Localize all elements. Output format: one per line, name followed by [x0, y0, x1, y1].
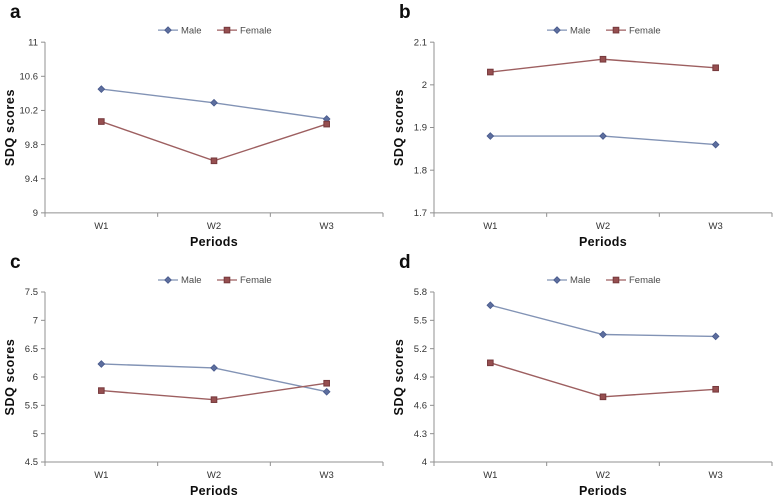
x-axis-title: Periods [579, 235, 627, 249]
male-point-w1 [486, 301, 495, 310]
y-tick-label: 6 [33, 372, 38, 383]
male-point-w1 [486, 132, 495, 140]
legend-male-marker-icon [553, 26, 561, 35]
legend-female-label: Female [240, 275, 272, 286]
y-tick-label: 7.5 [25, 287, 38, 298]
panel-c: c 4.5 5 5.5 6 6.5 7 7.5 W1 W2 W3 Periods SDQ scores… [0, 250, 389, 499]
legend-female-marker-icon [612, 276, 620, 284]
x-tick-label: W2 [207, 470, 221, 481]
male-point-w1 [97, 360, 106, 368]
x-tick-label: W1 [483, 470, 497, 481]
chart-c: 4.5 5 5.5 6 6.5 7 7.5 W1 W2 W3 Periods SDQ scores Ma… [3, 275, 384, 498]
y-tick-label: 5.8 [414, 287, 427, 298]
legend-female-label: Female [629, 275, 661, 286]
y-tick-label: 1.8 [414, 165, 427, 176]
legend-male-label: Male [181, 25, 202, 36]
y-tick-label: 9.4 [25, 174, 38, 185]
legend-female-marker-icon [223, 276, 231, 284]
y-axis-title: SDQ scores [392, 89, 406, 166]
male-point-w3 [322, 387, 331, 396]
y-axis-title: SDQ scores [392, 339, 406, 416]
legend-female-label: Female [629, 25, 661, 36]
y-tick-label: 9.8 [25, 140, 38, 151]
y-tick-label: 5.2 [414, 344, 427, 355]
y-tick-label: 10.2 [20, 106, 38, 117]
x-tick-label: W2 [596, 470, 610, 481]
panel-letter-d: d [399, 252, 411, 273]
y-tick-label: 4.5 [25, 457, 38, 468]
female-point-w1 [98, 118, 105, 125]
panel-letter-a: a [10, 2, 21, 23]
chart-d: 4 4.3 4.6 4.9 5.2 5.5 5.8 W1 W2 W3 Periods SDQ scor… [392, 275, 773, 498]
female-point-w2 [599, 393, 607, 401]
y-tick-label: 6.5 [25, 344, 38, 355]
x-axis-title: Periods [579, 484, 627, 498]
y-tick-label: 4.9 [414, 372, 427, 383]
x-tick-label: W3 [709, 221, 723, 232]
x-axis-title: Periods [190, 235, 238, 249]
female-point-w2 [210, 396, 218, 403]
y-tick-label: 4.3 [414, 429, 427, 440]
female-point-w1 [487, 359, 494, 367]
y-tick-label: 10.6 [20, 72, 38, 83]
male-point-w1 [97, 85, 106, 93]
female-point-w3 [712, 385, 719, 393]
x-tick-label: W3 [320, 470, 334, 481]
female-series-line [101, 120, 327, 162]
y-axis-title: SDQ scores [3, 89, 17, 166]
y-tick-label: 9 [33, 208, 38, 219]
male-point-w2 [599, 330, 607, 339]
male-point-w2 [210, 364, 218, 372]
legend-female-marker-icon [612, 26, 620, 34]
legend-female-marker-icon [223, 26, 231, 34]
female-point-w1 [98, 387, 105, 394]
x-axis-title: Periods [190, 484, 238, 498]
x-tick-label: W3 [320, 221, 334, 232]
x-tick-label: W1 [483, 221, 497, 232]
x-tick-label: W2 [207, 221, 221, 232]
y-tick-label: 7 [33, 316, 38, 327]
legend-male-label: Male [181, 275, 202, 286]
y-tick-label: 11 [28, 37, 38, 48]
chart-b: 1.7 1.8 1.9 2 2.1 W1 W2 W3 Periods SDQ scores Male… [392, 25, 773, 249]
y-tick-label: 5.5 [414, 316, 427, 327]
panel-a: a 9 9.4 9.8 10.2 10.6 11 W1 W2 W3 Periods SDQ scor… [0, 0, 389, 250]
panel-letter-c: c [10, 252, 21, 273]
legend-male-label: Male [570, 25, 591, 36]
x-tick-label: W3 [709, 470, 723, 481]
y-tick-label: 2 [422, 80, 427, 91]
female-point-w3 [323, 379, 330, 387]
x-tick-label: W1 [94, 470, 108, 481]
female-point-w2 [210, 157, 218, 165]
y-tick-label: 5 [33, 429, 38, 440]
male-point-w3 [711, 332, 720, 341]
y-tick-label: 4.6 [414, 401, 427, 412]
legend-male-label: Male [570, 275, 591, 286]
chart-a: 9 9.4 9.8 10.2 10.6 11 W1 W2 W3 Periods SDQ scores… [3, 25, 384, 249]
female-point-w2 [599, 55, 607, 63]
panel-b: b 1.7 1.8 1.9 2 2.1 W1 W2 W3 Periods SDQ scores Ma… [389, 0, 778, 250]
y-tick-label: 5.5 [25, 401, 38, 412]
y-tick-label: 1.7 [414, 208, 427, 219]
panel-letter-b: b [399, 2, 411, 23]
female-point-w1 [487, 68, 494, 76]
y-axis-title: SDQ scores [3, 339, 17, 416]
legend-female-label: Female [240, 25, 272, 36]
y-tick-label: 1.9 [414, 123, 427, 134]
male-point-w2 [599, 132, 607, 140]
x-tick-label: W1 [94, 221, 108, 232]
female-series-line [490, 362, 716, 398]
y-tick-label: 4 [422, 457, 427, 468]
female-point-w3 [323, 120, 330, 128]
legend-male-marker-icon [164, 276, 172, 284]
y-tick-label: 2.1 [414, 37, 427, 48]
legend-male-marker-icon [164, 26, 172, 35]
x-tick-label: W2 [596, 221, 610, 232]
male-point-w2 [210, 98, 218, 107]
legend-male-marker-icon [553, 276, 561, 284]
panel-d: d 4 4.3 4.6 4.9 5.2 5.5 5.8 W1 W2 W3 Periods SDQ sc… [389, 250, 778, 499]
male-point-w3 [711, 140, 720, 149]
female-point-w3 [712, 64, 719, 72]
